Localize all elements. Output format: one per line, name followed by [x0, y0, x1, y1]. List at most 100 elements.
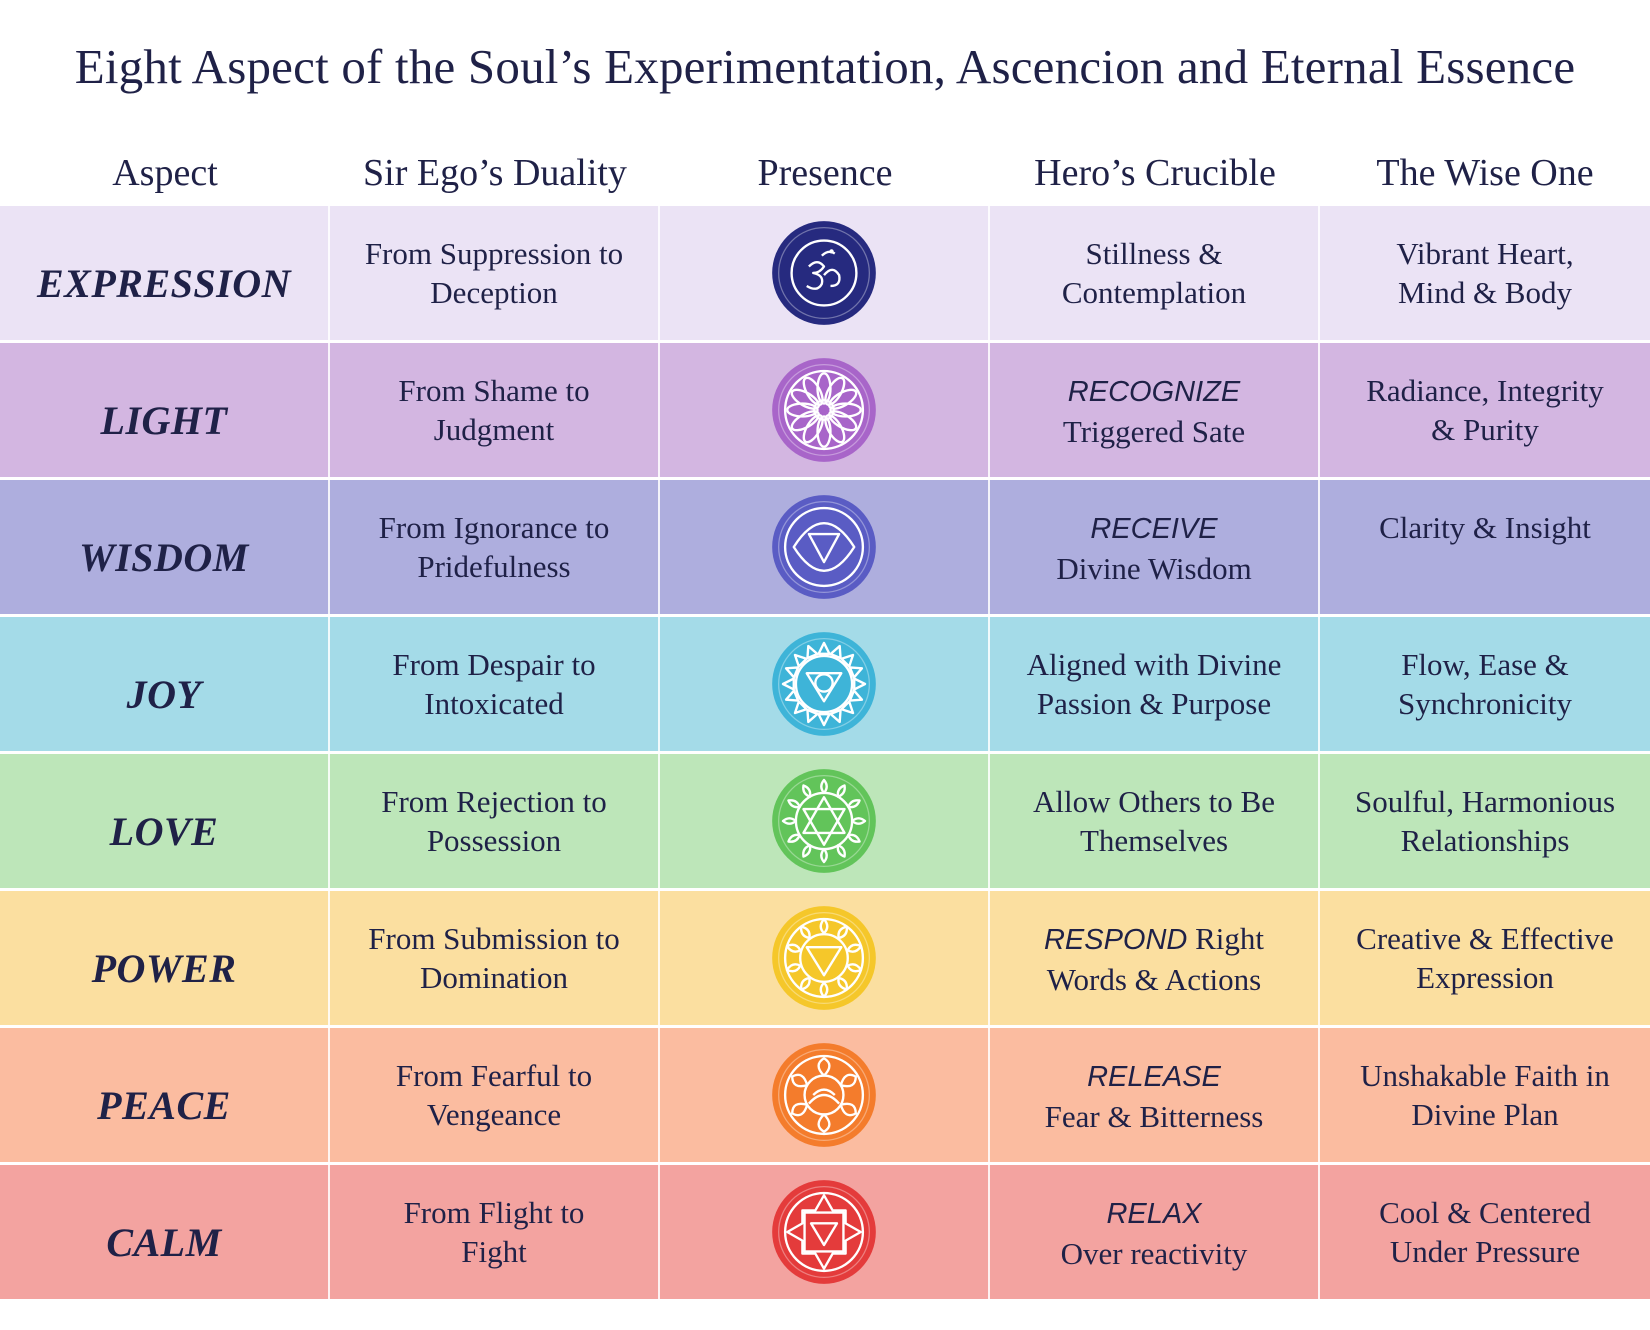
- crucible-line: Themselves: [1079, 823, 1229, 858]
- duality-line: Vengeance: [426, 1097, 562, 1132]
- table-row: LIGHT From Shame to Judgment RECOGNIZE Trigg…: [0, 343, 1650, 480]
- duality-cell: From Fearful to Vengeance: [330, 1028, 660, 1162]
- duality-cell: From Submission to Domination: [330, 891, 660, 1025]
- crucible-cell: Aligned with Divine Passion & Purpose: [990, 617, 1320, 751]
- wise-line: Flow, Ease &: [1401, 647, 1569, 682]
- crucible-key-line: RECOGNIZE: [1000, 371, 1308, 412]
- table-row: WISDOM From Ignorance to Pridefulness RECEI…: [0, 480, 1650, 617]
- presence-cell: [660, 343, 990, 477]
- crucible-line: Passion & Purpose: [1036, 686, 1272, 721]
- duality-cell: From Despair to Intoxicated: [330, 617, 660, 751]
- crucible-cell: Stillness & Contemplation: [990, 206, 1320, 340]
- crucible-cell: RELEASE Fear & Bitterness: [990, 1028, 1320, 1162]
- third-eye-chakra-icon: [660, 480, 988, 614]
- root-chakra-icon: [660, 1165, 988, 1299]
- duality-line: Deception: [430, 275, 558, 310]
- duality-line: From Shame to: [398, 373, 590, 408]
- wise-line: Cool & Centered: [1379, 1195, 1591, 1230]
- crucible-cell: RELAX Over reactivity: [990, 1165, 1320, 1299]
- crucible-inline: Right: [1187, 921, 1265, 956]
- aspect-name: EXPRESSION: [37, 261, 291, 306]
- wise-cell: Soulful, Harmonious Relationships: [1320, 754, 1650, 888]
- presence-cell: [660, 1165, 990, 1299]
- wise-cell: Radiance, Integrity & Purity: [1320, 343, 1650, 477]
- crucible-line: Stillness &: [1085, 236, 1223, 271]
- crucible-line: Contemplation: [1061, 275, 1247, 310]
- aspect-cell: CALM: [0, 1165, 330, 1299]
- wise-line: & Purity: [1431, 412, 1539, 447]
- wise-cell: Flow, Ease & Synchronicity: [1320, 617, 1650, 751]
- duality-line: Judgment: [433, 412, 555, 447]
- table-row: LOVE From Rejection to Possession Allow Oth…: [0, 754, 1650, 891]
- wise-line: Mind & Body: [1398, 275, 1572, 310]
- wise-cell: Vibrant Heart, Mind & Body: [1320, 206, 1650, 340]
- throat-chakra-icon: [660, 617, 988, 751]
- crucible-line: Aligned with Divine: [1026, 647, 1282, 682]
- aspect-cell: LOVE: [0, 754, 330, 888]
- duality-line: From Submission to: [368, 921, 620, 956]
- presence-cell: [660, 617, 990, 751]
- presence-cell: [660, 891, 990, 1025]
- table-row: JOY From Despair to Intoxicated Aligned wit…: [0, 617, 1650, 754]
- duality-line: Domination: [419, 960, 569, 995]
- aspect-name: JOY: [126, 672, 202, 717]
- lotus-chakra-icon: [660, 343, 988, 477]
- solar-plexus-chakra-icon: [660, 891, 988, 1025]
- crucible-keyword: RELEASE: [1087, 1061, 1221, 1093]
- duality-line: From Flight to: [403, 1195, 585, 1230]
- table-row: CALM From Flight to Fight RELAX Over reactiv…: [0, 1165, 1650, 1302]
- duality-cell: From Rejection to Possession: [330, 754, 660, 888]
- wise-line: Creative & Effective: [1356, 921, 1614, 956]
- duality-cell: From Ignorance to Pridefulness: [330, 480, 660, 614]
- aspect-cell: LIGHT: [0, 343, 330, 477]
- crucible-line: Divine Wisdom: [1056, 551, 1252, 586]
- table-header: Aspect Sir Ego’s Duality Presence Hero’s…: [0, 148, 1650, 206]
- om-chakra-icon: [660, 206, 988, 340]
- aspect-name: LIGHT: [100, 398, 228, 443]
- crucible-keyword: RECEIVE: [1090, 513, 1218, 545]
- wise-cell: Clarity & Insight: [1320, 480, 1650, 614]
- presence-cell: [660, 754, 990, 888]
- aspect-cell: JOY: [0, 617, 330, 751]
- aspect-name: WISDOM: [79, 535, 249, 580]
- presence-cell: [660, 1028, 990, 1162]
- wise-line: Unshakable Faith in: [1360, 1058, 1610, 1093]
- crucible-keyword: RESPOND: [1043, 924, 1188, 956]
- wise-cell: Cool & Centered Under Pressure: [1320, 1165, 1650, 1299]
- duality-line: Intoxicated: [424, 686, 564, 721]
- aspect-cell: POWER: [0, 891, 330, 1025]
- table-row: PEACE From Fearful to Vengeance RELEASE Fear…: [0, 1028, 1650, 1165]
- header-wise: The Wise One: [1376, 152, 1594, 194]
- header-aspect: Aspect: [112, 152, 218, 194]
- header-duality: Sir Ego’s Duality: [363, 152, 627, 194]
- aspect-cell: PEACE: [0, 1028, 330, 1162]
- header-crucible: Hero’s Crucible: [1034, 152, 1276, 194]
- wise-cell: Creative & Effective Expression: [1320, 891, 1650, 1025]
- header-presence: Presence: [757, 152, 893, 194]
- table-row: POWER From Submission to Domination RESPOND…: [0, 891, 1650, 1028]
- duality-cell: From Suppression to Deception: [330, 206, 660, 340]
- aspect-name: CALM: [106, 1220, 222, 1265]
- duality-cell: From Flight to Fight: [330, 1165, 660, 1299]
- wise-line: Synchronicity: [1398, 686, 1572, 721]
- crucible-cell: Allow Others to Be Themselves: [990, 754, 1320, 888]
- crucible-keyword: RELAX: [1106, 1198, 1202, 1230]
- crucible-line: Allow Others to Be: [1033, 784, 1275, 819]
- aspect-name: LOVE: [109, 809, 219, 854]
- presence-cell: [660, 480, 990, 614]
- sacral-chakra-icon: [660, 1028, 988, 1162]
- wise-line: Under Pressure: [1389, 1234, 1581, 1269]
- crucible-key-line: RECEIVE: [1000, 508, 1308, 549]
- wise-line: Soulful, Harmonious: [1354, 784, 1616, 819]
- presence-cell: [660, 206, 990, 340]
- duality-line: From Suppression to: [364, 236, 624, 271]
- duality-line: Pridefulness: [417, 549, 571, 584]
- crucible-line: Triggered Sate: [1062, 414, 1246, 449]
- table-row: EXPRESSION From Suppression to Deception St…: [0, 206, 1650, 343]
- duality-line: From Rejection to: [381, 784, 607, 819]
- crucible-key-line: RELAX: [1000, 1193, 1308, 1234]
- crucible-line: Fear & Bitterness: [1044, 1099, 1264, 1134]
- duality-line: Fight: [461, 1234, 527, 1269]
- wise-line: Radiance, Integrity: [1366, 373, 1604, 408]
- duality-line: From Despair to: [392, 647, 596, 682]
